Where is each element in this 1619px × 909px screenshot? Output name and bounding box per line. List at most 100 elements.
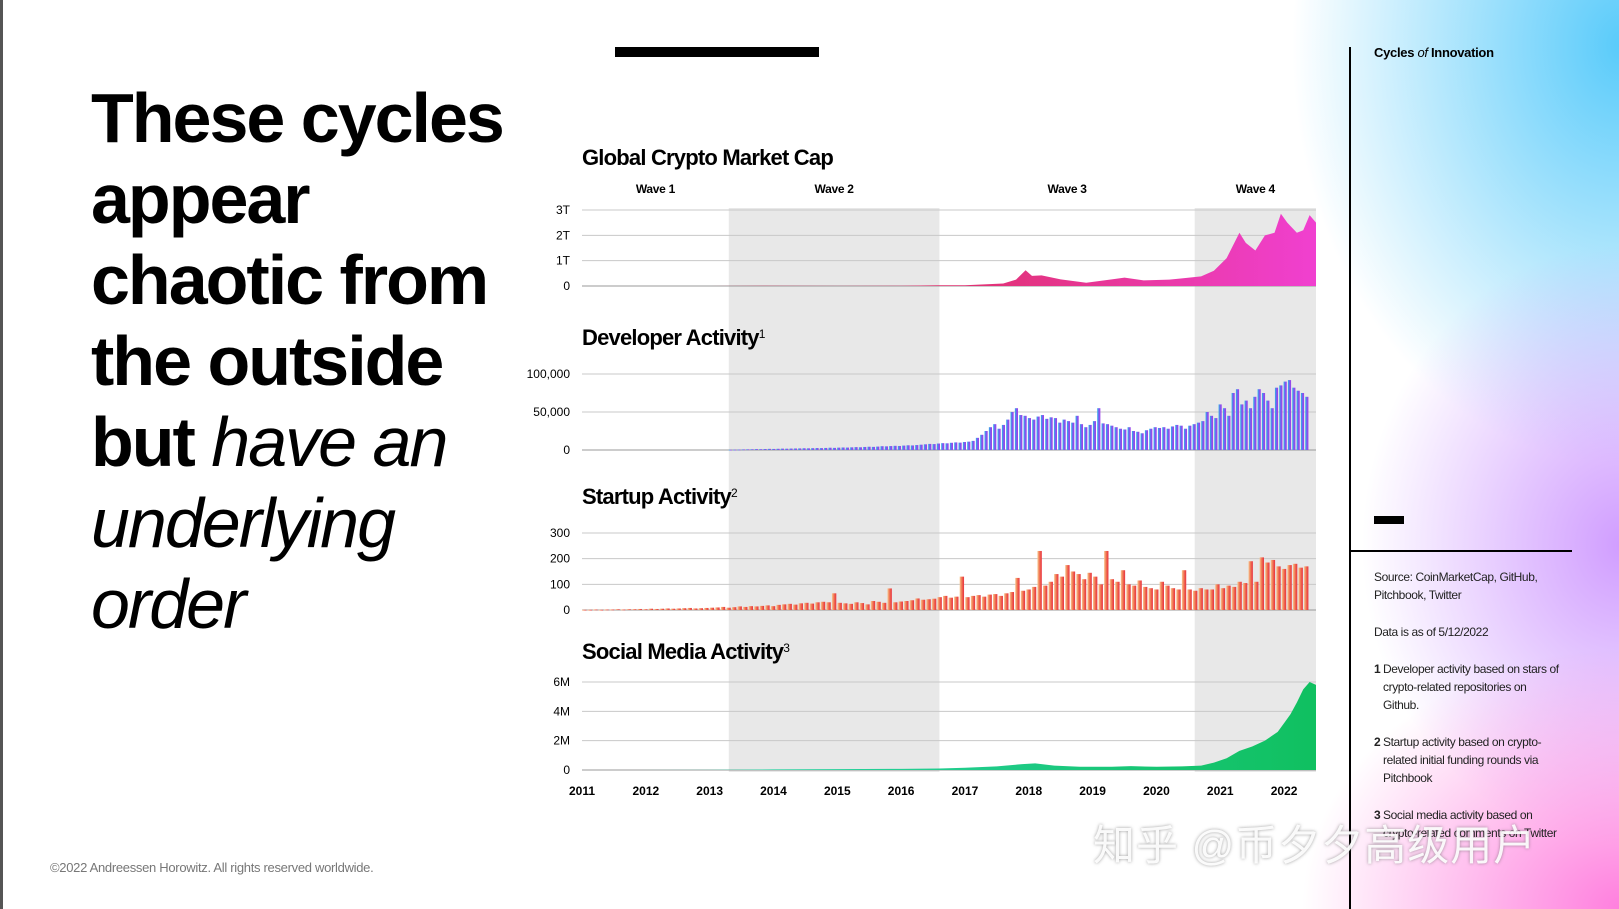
bar-startup [1187,589,1192,610]
bar-startup [731,607,737,610]
bar-startup [1137,580,1142,610]
area-market [582,213,1316,286]
bar-startup [726,607,731,610]
bar-startup [909,600,915,610]
bar-developer [1118,428,1123,450]
bar-developer [1079,424,1084,450]
bar-startup [1165,585,1170,610]
bar-developer [906,445,910,450]
bar-developer [1257,389,1261,450]
area-social [582,682,1316,770]
bar-developer [759,449,763,450]
bar-developer [1188,425,1192,450]
charts-svg: Wave 1 Wave 2 Wave 3 Wave 4 Global Crypto Ma… [527,145,1316,798]
y-tick-startup: 100 [550,577,570,591]
bar-startup [615,609,620,611]
x-tick-label: 2013 [696,784,723,798]
bar-startup [648,608,654,610]
bar-startup [637,608,642,610]
bar-developer [988,427,993,450]
bar-developer [811,448,815,450]
bar-startup [893,602,898,610]
bar-startup [670,608,676,610]
black-dash [1374,516,1404,524]
bar-startup [1142,586,1148,610]
bar-startup [948,597,953,610]
bar-developer [1166,428,1170,450]
bar-startup [804,602,809,610]
bar-developer [741,449,745,451]
bar-developer [832,447,836,450]
headline: These cycles appear chaotic from the out… [91,78,511,645]
bar-startup [809,603,815,610]
bar-startup [843,603,848,610]
bar-developer [1244,400,1248,450]
footnote-3-text: Social media activity based on crypto-re… [1383,808,1557,840]
bar-startup [881,602,887,610]
bar-developer [815,448,819,450]
bar-developer [915,445,919,450]
bar-developer [1131,431,1136,450]
bar-developer [1205,412,1209,450]
bar-startup [698,608,703,610]
headline-bold: These cycles appear chaotic from the out… [91,79,505,481]
bar-developer [1266,400,1270,450]
bar-developer [1140,433,1144,450]
bar-developer [967,441,971,450]
bar-startup [1181,570,1187,610]
bar-developer [936,443,940,450]
bar-startup [737,606,742,610]
bar-startup [604,609,609,611]
bar-developer [733,449,737,451]
bar-startup [693,608,698,610]
bar-developer [1170,426,1175,450]
bar-developer [1222,408,1227,450]
bar-developer [932,444,936,450]
bar-startup [1248,561,1253,610]
bar-developer [1201,421,1205,450]
bar-developer [850,447,854,450]
bar-startup [1254,581,1259,610]
bar-developer [819,448,823,450]
bar-startup [854,602,859,610]
bar-startup [1148,588,1153,610]
bar-startup [1231,586,1237,610]
bar-startup [665,608,670,610]
bar-startup [1226,585,1231,610]
bar-startup [1043,585,1048,610]
bar-developer [1105,424,1110,450]
x-tick-label: 2012 [632,784,659,798]
bar-startup [876,601,881,610]
bar-startup [1076,574,1081,610]
bar-startup [643,609,648,611]
bar-startup [954,596,959,610]
x-tick-label: 2020 [1143,784,1170,798]
bar-startup [1065,565,1070,610]
bar-developer [746,449,750,451]
bar-developer [867,446,871,450]
bar-startup [915,598,920,610]
bar-startup [1037,550,1042,610]
bar-startup [993,594,998,610]
bar-developer [1062,419,1066,450]
bar-developer [776,448,780,450]
chart-title-market: Global Crypto Market Cap [582,145,833,170]
bar-startup [1120,570,1126,610]
y-tick-market: 2T [556,228,571,242]
bar-developer [910,445,914,450]
bar-startup [1026,589,1031,610]
bar-developer [1240,404,1244,450]
bar-startup [837,602,842,610]
wave-label-2: Wave 2 [815,182,855,196]
bar-startup [781,604,787,610]
y-tick-social: 4M [553,704,570,718]
bar-startup [1281,568,1287,610]
headline-italic: have an underlying order [91,403,448,643]
bar-startup [709,607,715,610]
bar-startup [926,599,931,610]
bar-developer [1175,424,1179,450]
bar-developer [941,443,945,450]
bar-developer [1279,385,1283,450]
bar-startup [1059,576,1065,610]
